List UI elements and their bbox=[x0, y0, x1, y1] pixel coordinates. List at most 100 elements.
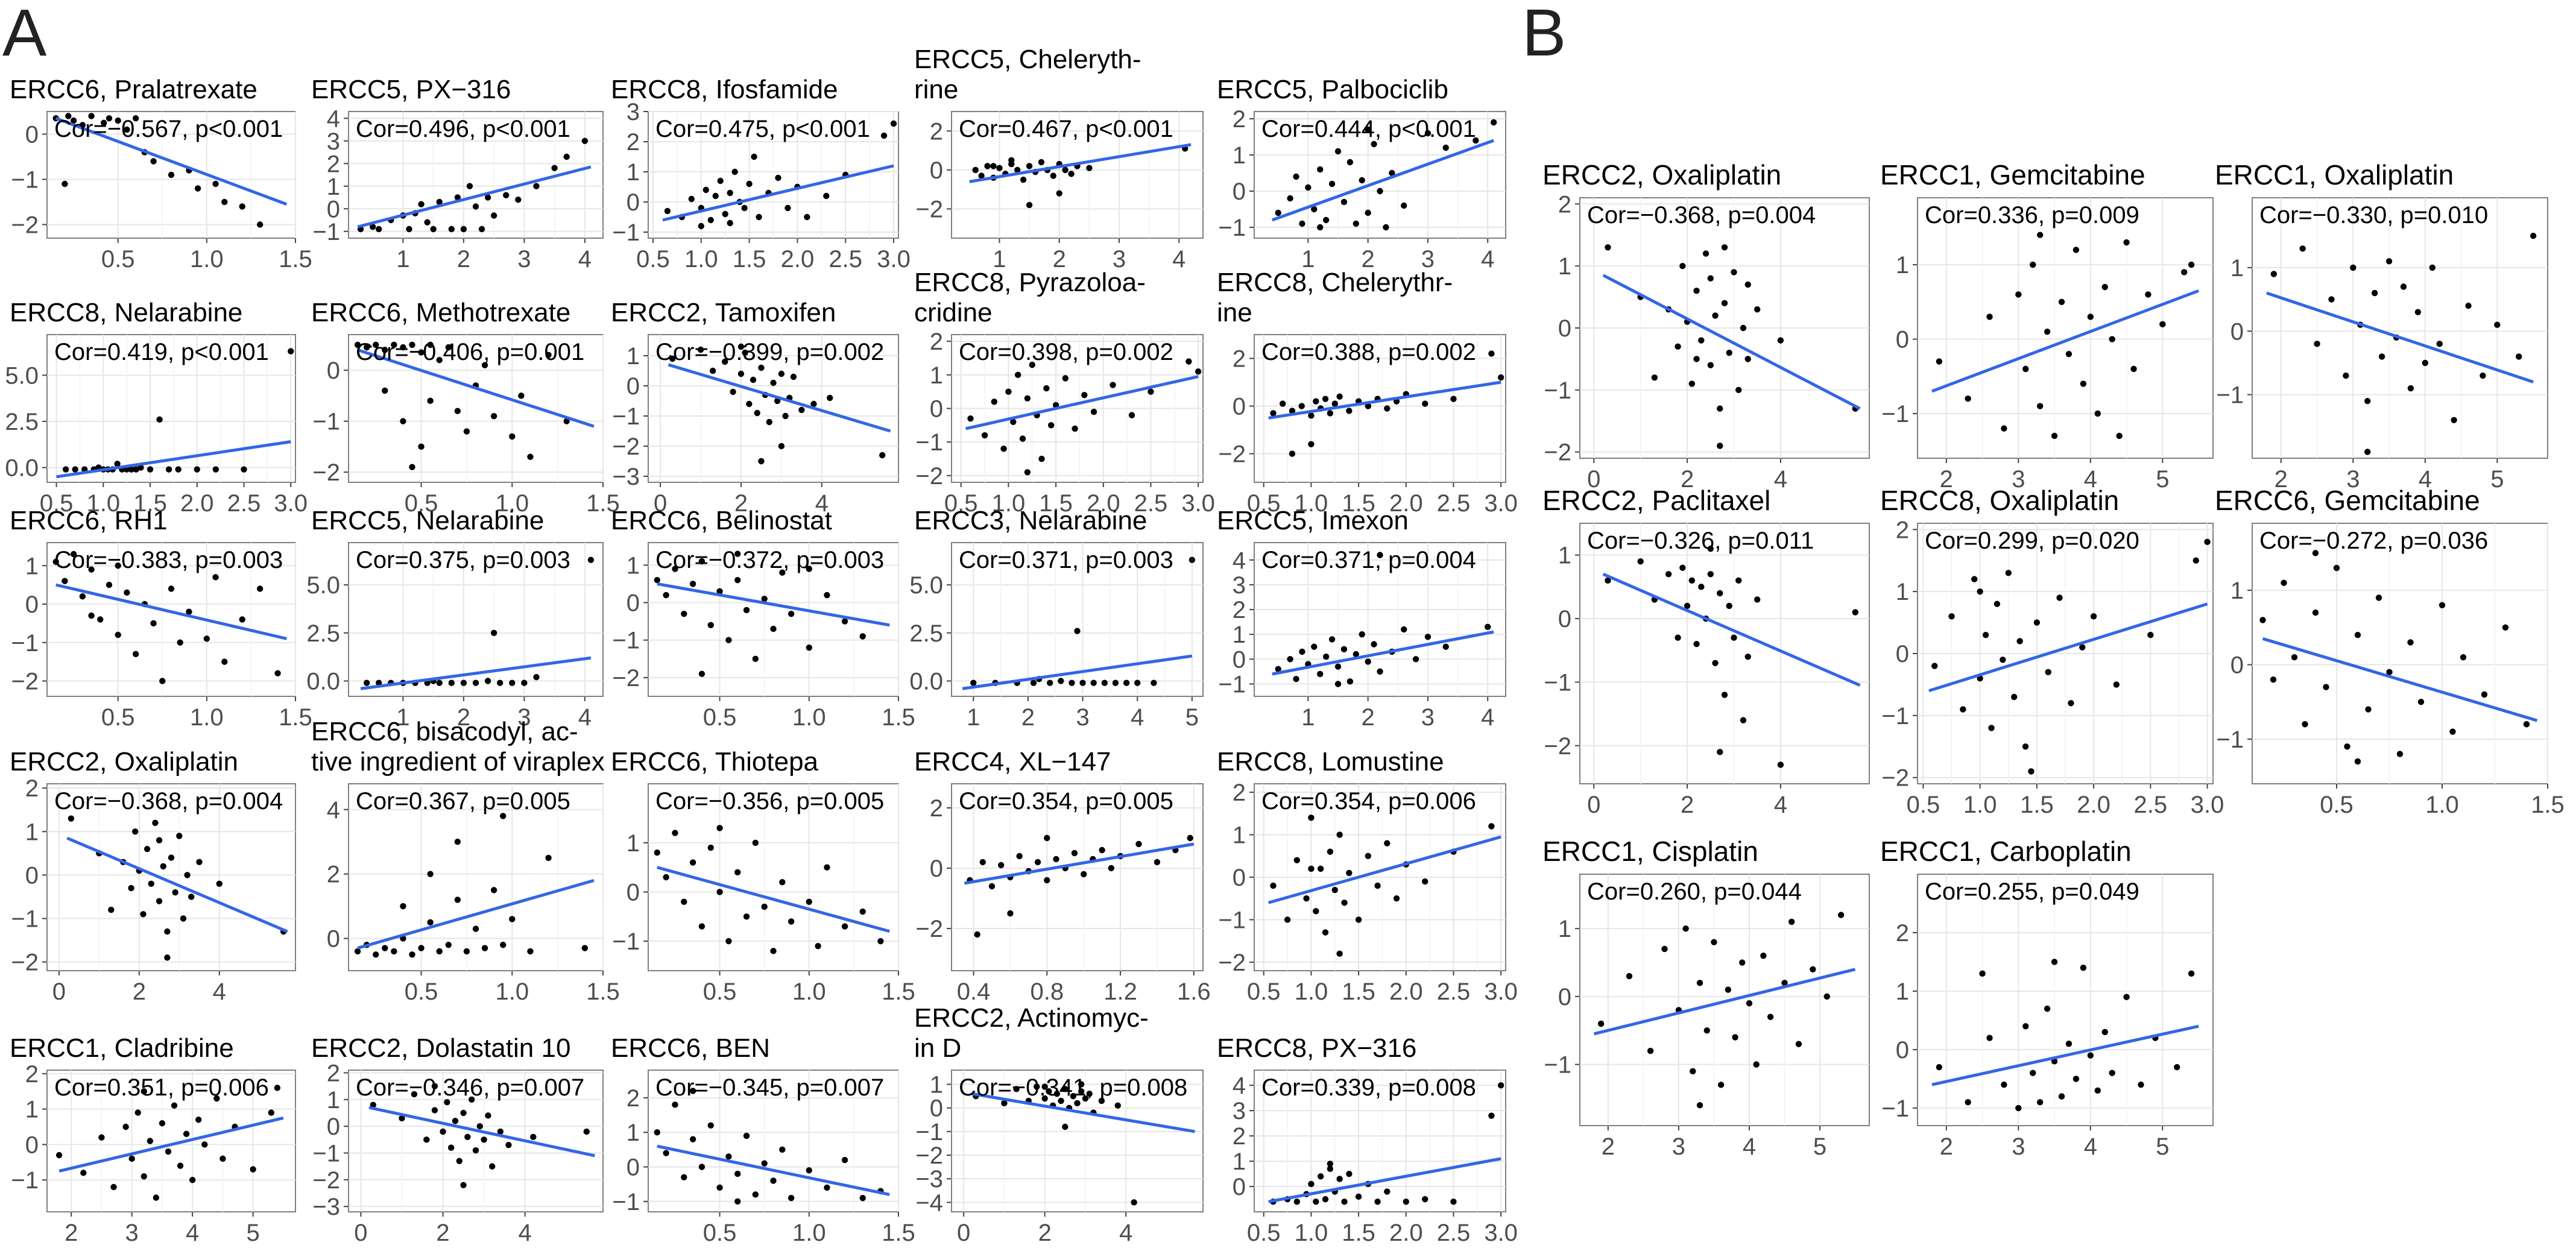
trend-line bbox=[360, 656, 592, 690]
data-point bbox=[1754, 596, 1761, 603]
data-point bbox=[2094, 410, 2101, 417]
y-tick-label: 2 bbox=[327, 862, 340, 888]
data-point bbox=[2259, 617, 2266, 623]
trend-line bbox=[368, 1106, 595, 1158]
data-point bbox=[1371, 641, 1377, 648]
data-point bbox=[1334, 681, 1342, 687]
data-point bbox=[150, 158, 157, 165]
y-tick-label: 1 bbox=[1896, 252, 1909, 279]
x-tick-label: 2.5 bbox=[2134, 792, 2168, 818]
data-point bbox=[725, 938, 732, 945]
scatter-panel: 0.5 1.0 1.5 −2 −1 0 1 Cor=−0.383, p=0.003 ERCC6,… bbox=[10, 506, 312, 731]
scatter-panel: 1 2 3 4 0.0 2.5 5.0 Cor=0.375, p=0.003 ERCC5, Ne… bbox=[306, 506, 604, 731]
x-tick-label: 1.5 bbox=[1342, 979, 1375, 1005]
y-tick-label: 0.0 bbox=[306, 669, 340, 695]
data-point bbox=[587, 556, 595, 563]
data-point bbox=[1725, 986, 1732, 993]
data-point bbox=[460, 225, 467, 233]
data-point bbox=[454, 897, 461, 903]
data-point bbox=[391, 341, 397, 348]
data-point bbox=[824, 591, 830, 599]
data-point bbox=[427, 919, 434, 926]
x-tick-label: 4 bbox=[1172, 246, 1185, 273]
x-tick-label: 1 bbox=[1301, 704, 1315, 731]
y-tick-label: −1 bbox=[612, 403, 640, 430]
trend-line bbox=[1268, 1157, 1501, 1203]
y-tick-label: 0 bbox=[930, 1095, 943, 1122]
data-point bbox=[1693, 640, 1700, 648]
data-point bbox=[879, 452, 886, 459]
data-point bbox=[464, 1133, 471, 1141]
x-tick-label: 4 bbox=[578, 246, 592, 273]
data-point bbox=[137, 464, 144, 471]
data-point bbox=[1393, 895, 1400, 902]
data-point bbox=[722, 210, 728, 218]
x-tick-label: 5 bbox=[247, 1220, 260, 1246]
data-point bbox=[463, 948, 470, 955]
data-point bbox=[877, 938, 884, 945]
x-tick-label: 2 bbox=[1053, 246, 1066, 273]
data-point bbox=[201, 1141, 208, 1148]
data-point bbox=[697, 346, 704, 353]
data-point bbox=[2270, 271, 2278, 277]
data-point bbox=[734, 550, 741, 557]
data-point bbox=[770, 1177, 777, 1184]
trend-line bbox=[962, 654, 1193, 690]
x-tick-label: 4 bbox=[2084, 466, 2097, 493]
data-point bbox=[1488, 1112, 1495, 1119]
data-point bbox=[219, 1155, 226, 1162]
correlation-annotation: Cor=−0.567, p<0.001 bbox=[54, 116, 283, 142]
data-point bbox=[2022, 365, 2029, 373]
data-point bbox=[221, 198, 228, 206]
data-point bbox=[1721, 692, 1728, 698]
data-point bbox=[1374, 1199, 1381, 1205]
data-point bbox=[1488, 350, 1495, 357]
data-point bbox=[363, 679, 370, 686]
data-point bbox=[689, 1088, 696, 1094]
trend-line bbox=[657, 866, 890, 933]
data-point bbox=[1986, 314, 1993, 320]
data-point bbox=[427, 397, 434, 405]
data-point bbox=[370, 1101, 377, 1108]
data-point bbox=[476, 1123, 484, 1130]
data-point bbox=[466, 183, 473, 189]
data-point bbox=[1043, 385, 1050, 392]
data-point bbox=[698, 1164, 706, 1170]
data-point bbox=[1744, 654, 1751, 660]
x-tick-label: 3 bbox=[1672, 1133, 1685, 1160]
data-point bbox=[1740, 717, 1747, 723]
data-point bbox=[1753, 1061, 1760, 1068]
data-point bbox=[1317, 865, 1324, 872]
y-tick-label: −1 bbox=[11, 630, 39, 657]
data-point bbox=[1046, 679, 1053, 686]
data-point bbox=[1707, 362, 1714, 368]
data-point bbox=[1401, 202, 1407, 209]
data-point bbox=[509, 433, 516, 440]
data-point bbox=[1086, 1090, 1093, 1097]
panel-title: ERCC1, Cladribine bbox=[10, 1033, 234, 1063]
data-point bbox=[481, 945, 488, 951]
y-tick-label: 2 bbox=[1233, 346, 1246, 373]
data-point bbox=[1442, 643, 1449, 650]
data-point bbox=[2302, 721, 2308, 728]
data-point bbox=[827, 394, 833, 402]
correlation-annotation: Cor=0.398, p=0.002 bbox=[959, 339, 1173, 365]
y-tick-label: −1 bbox=[612, 928, 640, 955]
data-point bbox=[490, 629, 497, 637]
x-tick-label: 2.0 bbox=[2077, 792, 2110, 818]
data-point bbox=[752, 1191, 759, 1198]
data-point bbox=[1270, 410, 1277, 417]
data-point bbox=[1038, 455, 1045, 462]
panel-title: ERCC5, Palbociclib bbox=[1217, 75, 1448, 104]
data-point bbox=[2033, 619, 2041, 626]
y-tick-label: −2 bbox=[915, 197, 943, 223]
data-point bbox=[391, 948, 397, 955]
data-point bbox=[1074, 1100, 1081, 1107]
data-point bbox=[160, 863, 166, 870]
data-point bbox=[727, 189, 733, 197]
x-tick-label: 4 bbox=[213, 979, 226, 1005]
data-point bbox=[518, 392, 525, 399]
data-point bbox=[1048, 422, 1055, 429]
y-tick-label: 1 bbox=[1896, 979, 1909, 1005]
data-point bbox=[1062, 375, 1069, 382]
